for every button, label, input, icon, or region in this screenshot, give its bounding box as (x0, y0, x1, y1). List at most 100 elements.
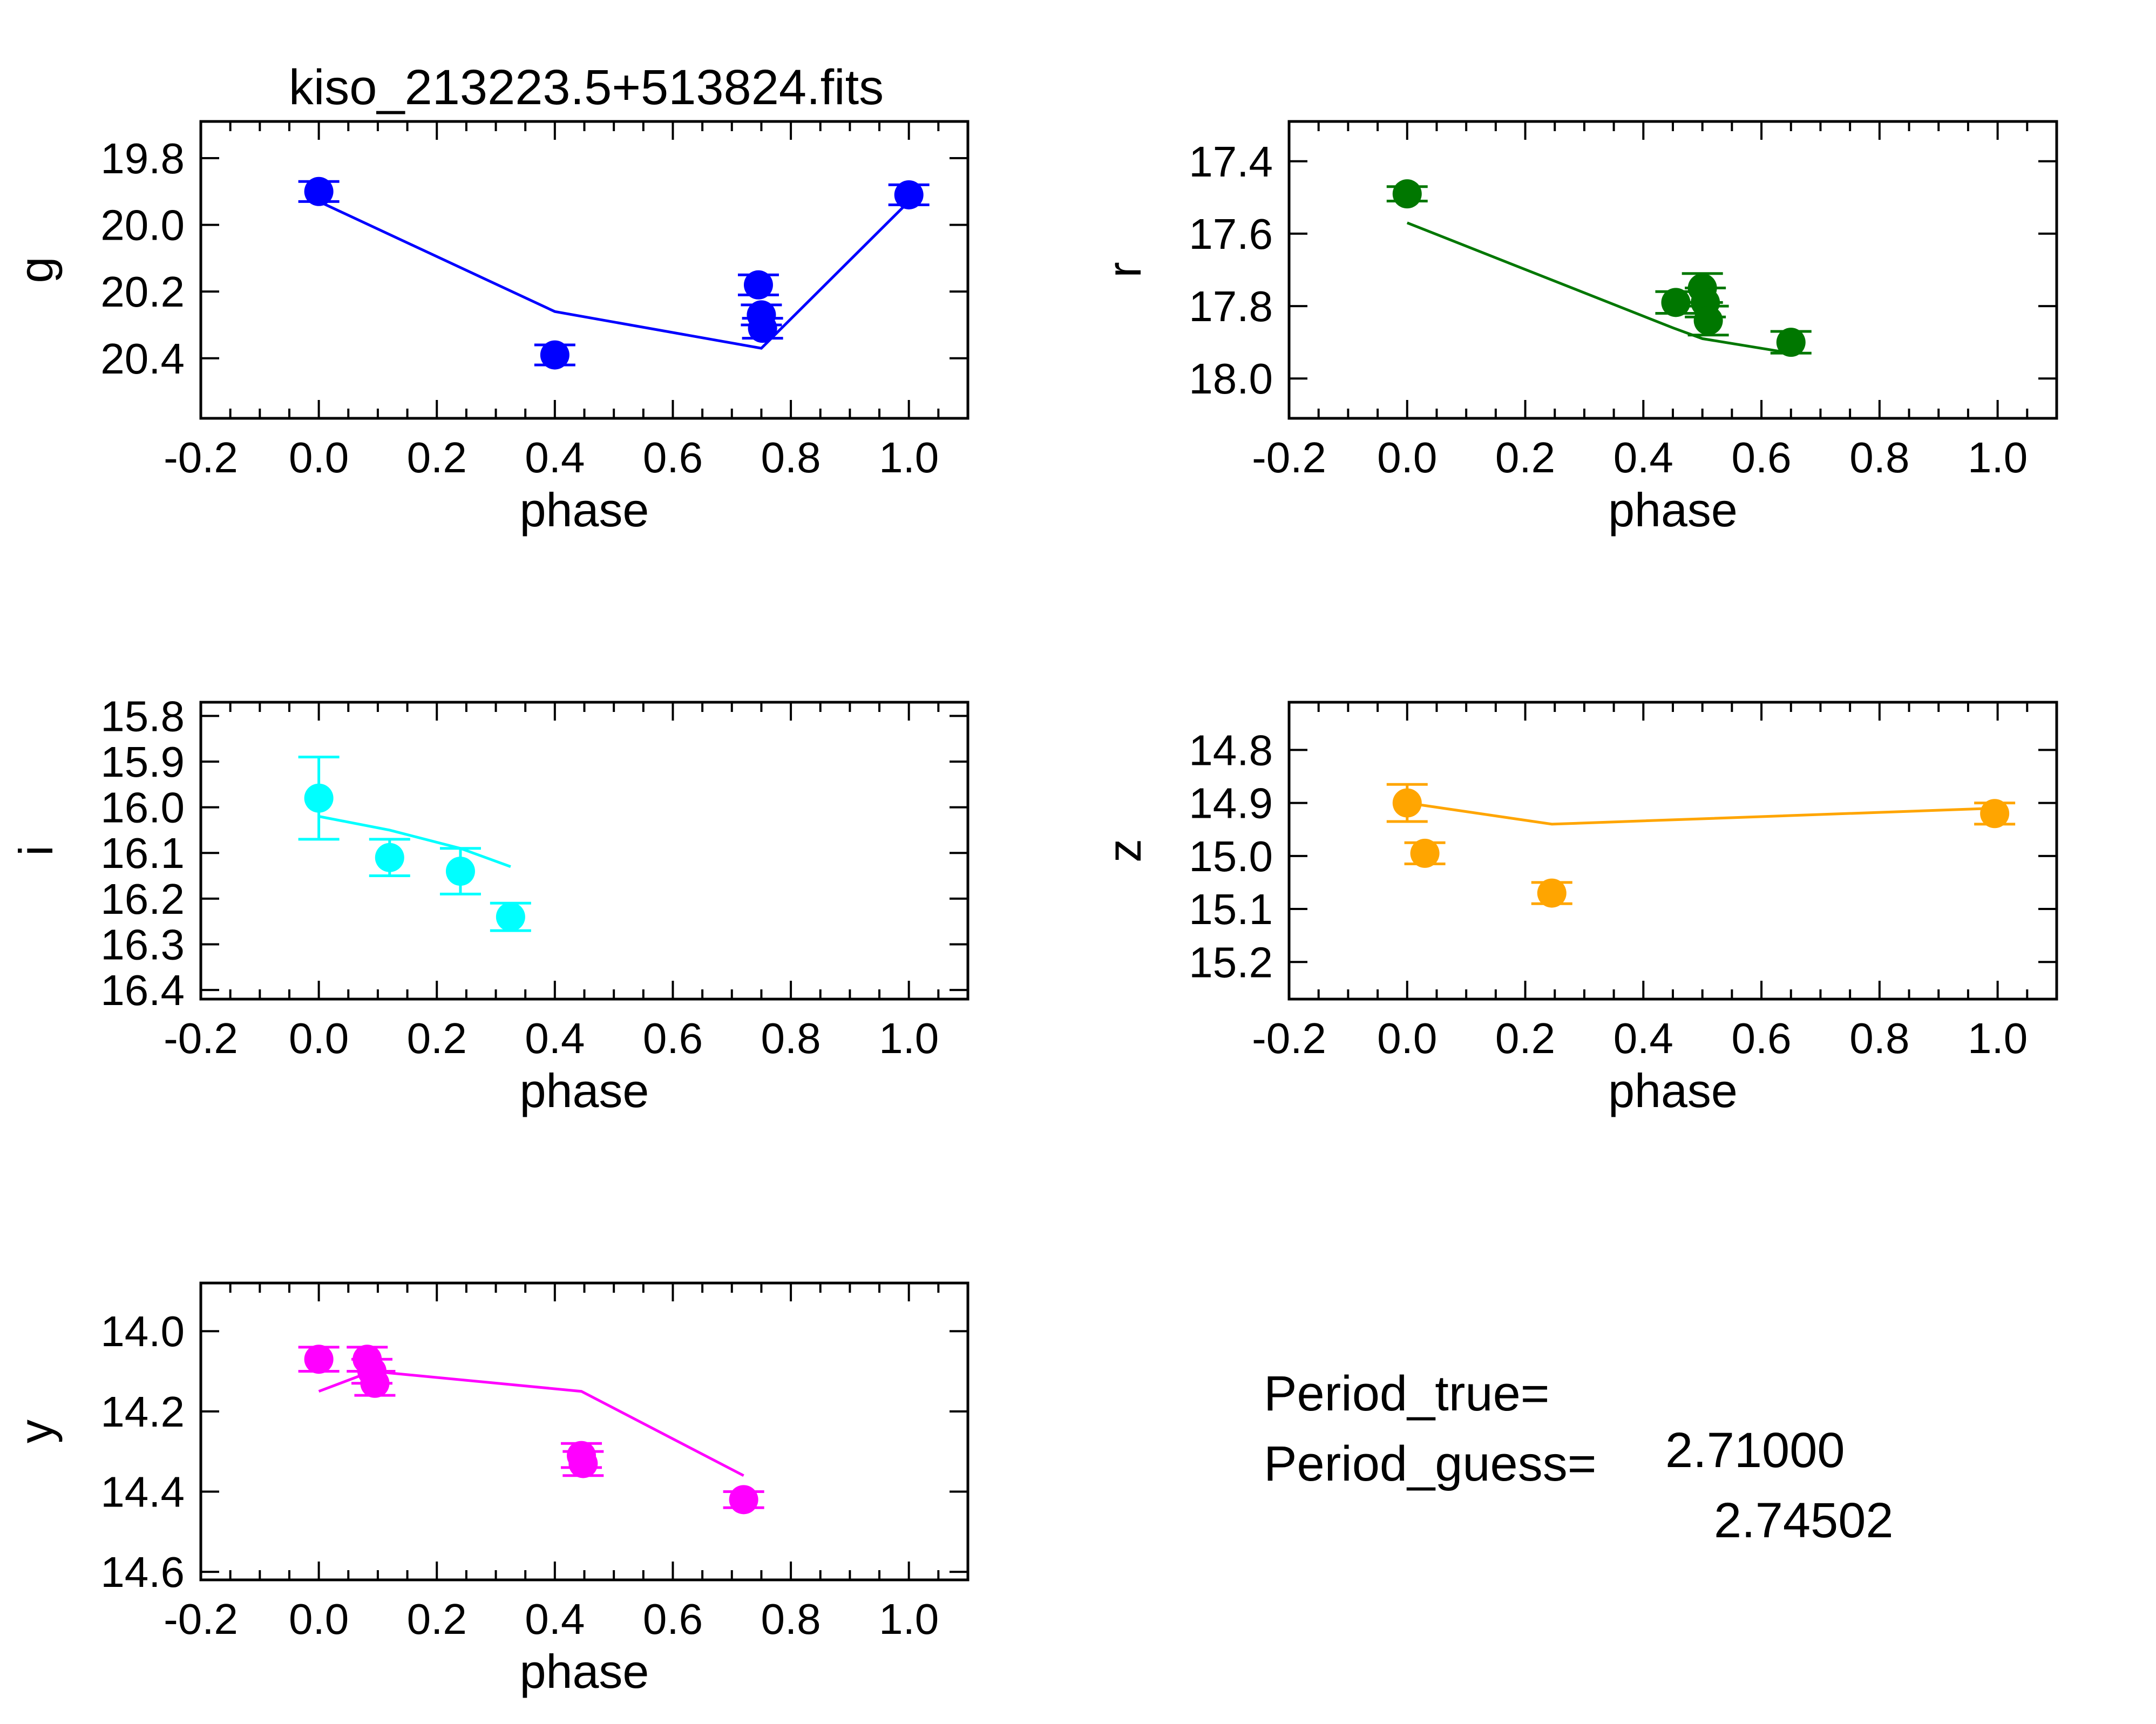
plot-frame (199, 120, 969, 420)
model-line (1407, 802, 1995, 826)
y-axis-label: i (9, 845, 63, 856)
data-point (568, 1449, 598, 1478)
plot-frame (199, 1281, 969, 1582)
y-tick-label: 14.4 (100, 1468, 185, 1516)
x-tick-label: 0.8 (761, 1595, 821, 1643)
model-line (1406, 221, 1792, 355)
y-tick-label: 15.8 (100, 692, 185, 740)
x-tick-label: 0.0 (1377, 1014, 1437, 1062)
y-tick-label: 14.2 (100, 1388, 185, 1436)
x-tick-label: 0.0 (289, 1014, 349, 1062)
plot-frame (1287, 701, 2058, 1001)
y-tick-label: 15.1 (1189, 885, 1273, 933)
period-guess-value: 2.74502 (1714, 1493, 1894, 1548)
model-line (318, 815, 511, 868)
data-point (304, 783, 334, 813)
x-tick-label: 0.6 (1731, 1014, 1791, 1062)
x-tick-label: 0.2 (407, 1014, 467, 1062)
x-tick-label: 0.8 (1849, 433, 1909, 481)
model-line (318, 1369, 744, 1477)
y-tick-label: 15.2 (1189, 938, 1273, 986)
x-tick-label: 0.8 (1849, 1014, 1909, 1062)
x-axis-label: phase (1608, 483, 1738, 537)
data-point (304, 177, 334, 206)
x-tick-label: 0.2 (1495, 1014, 1555, 1062)
x-tick-label: -0.2 (164, 1595, 238, 1643)
x-tick-label: 0.0 (289, 1595, 349, 1643)
x-tick-label: 0.2 (407, 433, 467, 481)
x-tick-label: 1.0 (879, 433, 939, 481)
panel-r: -0.2 0.0 0.2 0.4 0.6 0.8 1.0 17.4 17.6 17.8 18.0 ph… (1097, 120, 2058, 537)
period-true-row: Period_true= 2.71000 (1236, 1309, 1845, 1479)
data-point (375, 843, 404, 872)
data-point (743, 270, 773, 300)
x-tick-label: 0.6 (643, 1595, 703, 1643)
data-point (1661, 288, 1691, 317)
period-guess-row: Period_guess= 2.74502 (1236, 1379, 1893, 1549)
plot-frame (199, 701, 969, 1001)
period-true-value: 2.71000 (1665, 1423, 1845, 1478)
y-tick-label: 16.1 (100, 829, 185, 877)
x-tick-label: 1.0 (1968, 1014, 2028, 1062)
x-tick-label: 1.0 (879, 1014, 939, 1062)
x-axis-label: phase (520, 1645, 649, 1698)
x-tick-label: 0.4 (525, 1595, 585, 1643)
y-tick-label: 16.3 (100, 920, 185, 968)
y-tick-label: 20.0 (100, 201, 185, 249)
y-tick-label: 18.0 (1189, 355, 1273, 403)
x-tick-label: -0.2 (1252, 1014, 1326, 1062)
panel-g: -0.2 0.0 0.2 0.4 0.6 0.8 1.0 19.8 20.0 20.2 20.4 ph… (9, 120, 969, 537)
y-tick-label: 16.4 (100, 966, 185, 1014)
data-point (1537, 878, 1567, 908)
x-tick-label: 1.0 (879, 1595, 939, 1643)
x-tick-label: -0.2 (164, 433, 238, 481)
data-point (496, 902, 525, 932)
x-tick-label: 0.6 (643, 433, 703, 481)
y-axis-label: g (9, 257, 63, 283)
y-tick-label: 14.0 (100, 1307, 185, 1355)
x-tick-label: 0.8 (761, 433, 821, 481)
y-tick-label: 14.6 (100, 1548, 185, 1596)
y-tick-label: 15.0 (1189, 832, 1273, 880)
data-point (1410, 838, 1440, 868)
data-point (1980, 799, 2010, 829)
x-tick-label: 0.0 (289, 433, 349, 481)
y-tick-label: 14.9 (1189, 779, 1273, 827)
x-tick-label: 0.6 (643, 1014, 703, 1062)
data-point (1392, 179, 1422, 209)
y-axis-label: y (9, 1420, 63, 1443)
y-tick-label: 17.4 (1189, 138, 1273, 186)
x-tick-label: 0.4 (1613, 433, 1673, 481)
figure-title: kiso_213223.5+513824.fits (289, 60, 884, 115)
x-tick-label: -0.2 (164, 1014, 238, 1062)
data-point (540, 340, 569, 370)
x-tick-label: 0.8 (761, 1014, 821, 1062)
x-tick-label: 1.0 (1968, 433, 2028, 481)
data-point (1693, 306, 1723, 335)
data-point (729, 1485, 758, 1515)
y-tick-label: 15.9 (100, 738, 185, 786)
x-tick-label: 0.2 (1495, 433, 1555, 481)
data-point (1392, 788, 1422, 818)
y-tick-label: 20.4 (100, 335, 185, 383)
x-tick-label: 0.4 (525, 1014, 585, 1062)
panel-z: -0.2 0.0 0.2 0.4 0.6 0.8 1.0 14.8 14.9 15.0 15.1 15… (1097, 701, 2058, 1117)
model-line (318, 200, 910, 350)
panel-i: -0.2 0.0 0.2 0.4 0.6 0.8 1.015.815.916.016.116… (9, 692, 969, 1117)
x-axis-label: phase (520, 483, 649, 537)
data-point (1776, 328, 1806, 357)
y-tick-label: 19.8 (100, 134, 185, 182)
y-tick-label: 17.8 (1189, 282, 1273, 330)
x-tick-label: -0.2 (1252, 433, 1326, 481)
data-point (360, 1368, 390, 1398)
x-tick-label: 0.4 (1613, 1014, 1673, 1062)
y-tick-label: 14.8 (1189, 726, 1273, 774)
data-point (748, 314, 777, 343)
y-tick-label: 20.2 (100, 268, 185, 316)
period-guess-label: Period_guess= (1264, 1436, 1597, 1491)
y-tick-label: 17.6 (1189, 210, 1273, 258)
x-axis-label: phase (1608, 1064, 1738, 1117)
x-axis-label: phase (520, 1064, 649, 1117)
y-axis-label: z (1097, 839, 1151, 863)
